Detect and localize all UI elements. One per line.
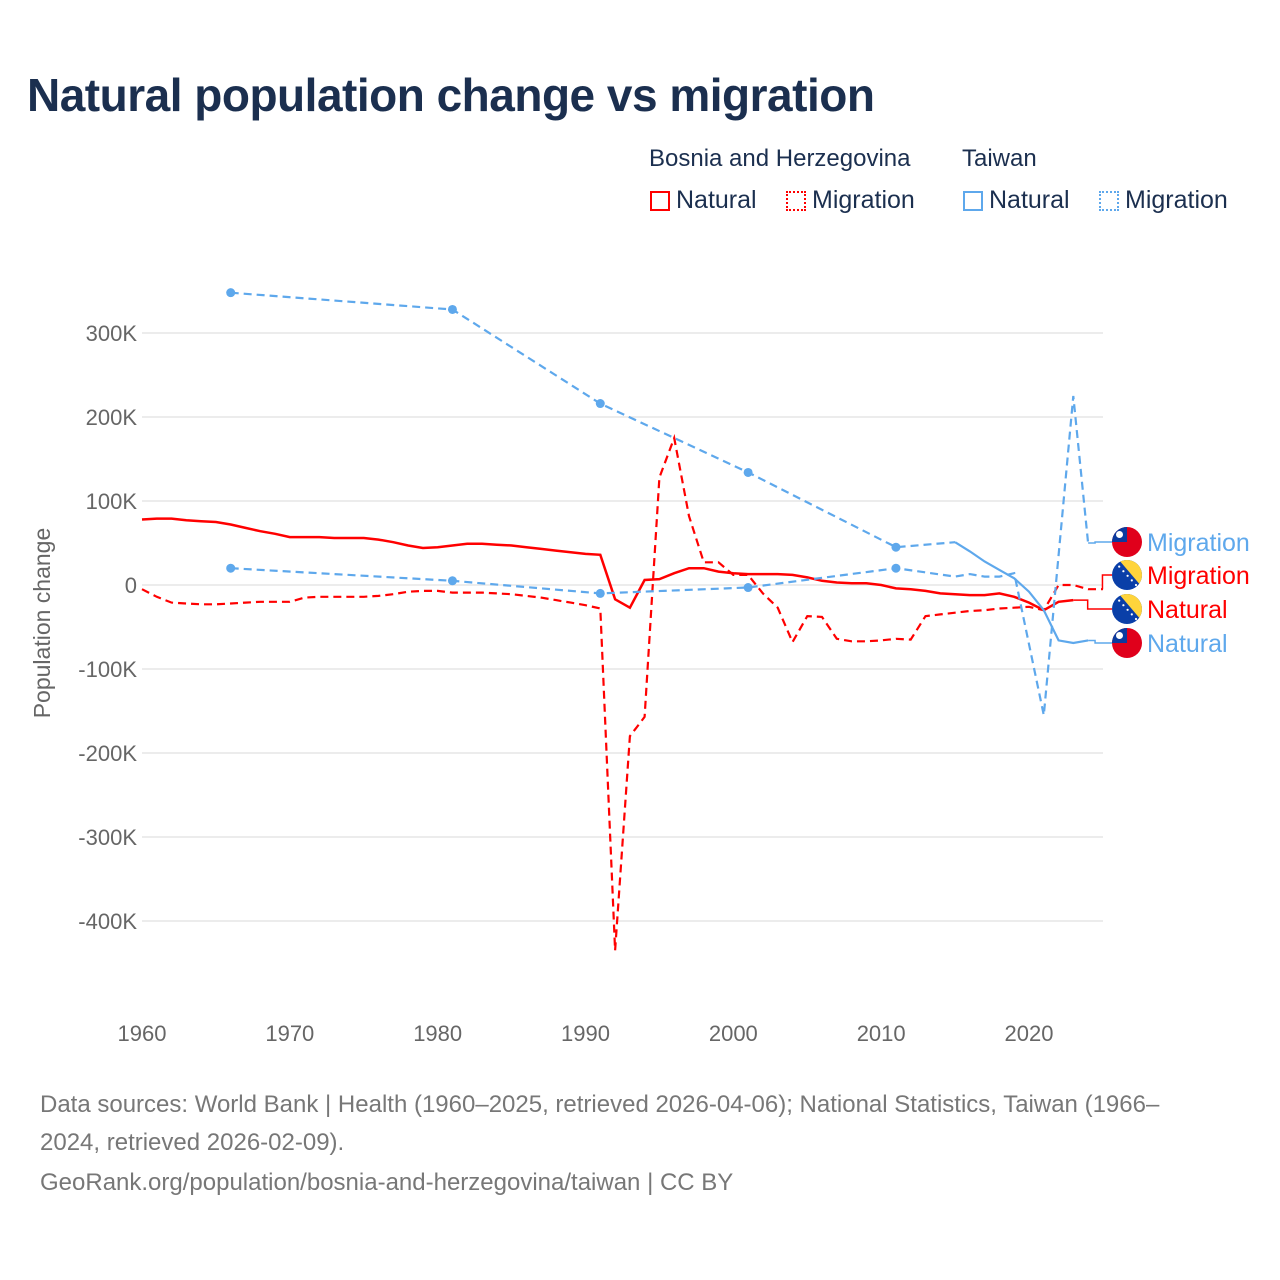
y-tick-label: -200K (78, 741, 137, 766)
end-label-text: Natural (1147, 596, 1228, 624)
end-label-taiwan-natural: Natural (1088, 628, 1228, 658)
legend-bosnia-natural[interactable]: Natural (650, 186, 757, 215)
legend-label: Natural (676, 186, 757, 214)
data-point (891, 563, 901, 573)
data-point (447, 304, 457, 314)
footer-attribution-link[interactable]: GeoRank.org/population/bosnia-and-herzeg… (40, 1169, 734, 1196)
x-tick-label: 2020 (1005, 1021, 1054, 1046)
chart-title: Natural population change vs migration (27, 69, 875, 121)
label-leader (1101, 574, 1112, 590)
end-label-taiwan-migration: Migration (1088, 527, 1250, 557)
y-tick-label: -300K (78, 825, 137, 850)
footer-sources-line1: Data sources: World Bank | Health (1960–… (40, 1091, 1160, 1118)
end-label-bosnia-and-herzegovina-migration: Migration (1101, 560, 1250, 590)
legend-swatch-solid (650, 190, 670, 211)
label-leader (1088, 541, 1112, 544)
series-taiwan-migration (226, 395, 1090, 716)
legend-swatch-dotted (1099, 190, 1119, 211)
y-tick-label: -100K (78, 657, 137, 682)
bosnia-flag-icon (1112, 594, 1142, 624)
end-label-bosnia-and-herzegovina-natural: Natural (1073, 594, 1228, 624)
data-point (595, 399, 605, 409)
legend-group-bosnia: Bosnia and Herzegovina (649, 145, 911, 172)
data-point (226, 288, 236, 298)
taiwan-flag-icon (1112, 628, 1142, 658)
series-taiwan-natural (226, 288, 1089, 645)
end-label-text: Migration (1147, 529, 1250, 557)
x-tick-label: 1960 (118, 1021, 167, 1046)
x-tick-label: 1970 (265, 1021, 314, 1046)
data-point (226, 563, 236, 573)
data-point (891, 542, 901, 552)
series-bosnia-and-herzegovina-migration (141, 433, 1103, 951)
taiwan-flag-icon (1112, 527, 1142, 557)
series-bosnia-and-herzegovina-natural (141, 517, 1074, 612)
series-line (141, 433, 1103, 951)
y-tick-label: 200K (86, 405, 138, 430)
footer-sources-line2: 2024, retrieved 2026-02-09). (40, 1129, 345, 1156)
legend-swatch-solid (963, 190, 983, 211)
series-line (230, 395, 1090, 716)
label-leader (1073, 599, 1112, 610)
legend-taiwan-migration[interactable]: Migration (1099, 186, 1228, 215)
legend-label: Migration (1125, 186, 1228, 214)
end-label-text: Natural (1147, 630, 1228, 658)
legend-bosnia-migration[interactable]: Migration (786, 186, 915, 215)
legend-label: Natural (989, 186, 1070, 214)
legend-group-taiwan: Taiwan (962, 145, 1037, 172)
y-axis-label: Population change (29, 528, 55, 719)
y-tick-label: 300K (86, 321, 138, 346)
data-point (595, 588, 605, 598)
label-leader (1088, 639, 1112, 644)
data-point (743, 583, 753, 593)
y-tick-label: -400K (78, 909, 137, 934)
end-label-text: Migration (1147, 562, 1250, 590)
x-tick-label: 2000 (709, 1021, 758, 1046)
series-line-dashed (230, 291, 956, 549)
data-point (447, 576, 457, 586)
legend-swatch-dotted (786, 190, 806, 211)
y-tick-label: 100K (86, 489, 138, 514)
series-line-solid (954, 541, 1089, 645)
x-tick-label: 1990 (561, 1021, 610, 1046)
series-line (141, 517, 1074, 612)
data-point (743, 467, 753, 477)
x-tick-label: 2010 (857, 1021, 906, 1046)
bosnia-flag-icon (1112, 560, 1142, 590)
legend-label: Migration (812, 186, 915, 214)
x-tick-label: 1980 (413, 1021, 462, 1046)
legend-taiwan-natural[interactable]: Natural (963, 186, 1070, 215)
y-tick-label: 0 (125, 573, 137, 598)
